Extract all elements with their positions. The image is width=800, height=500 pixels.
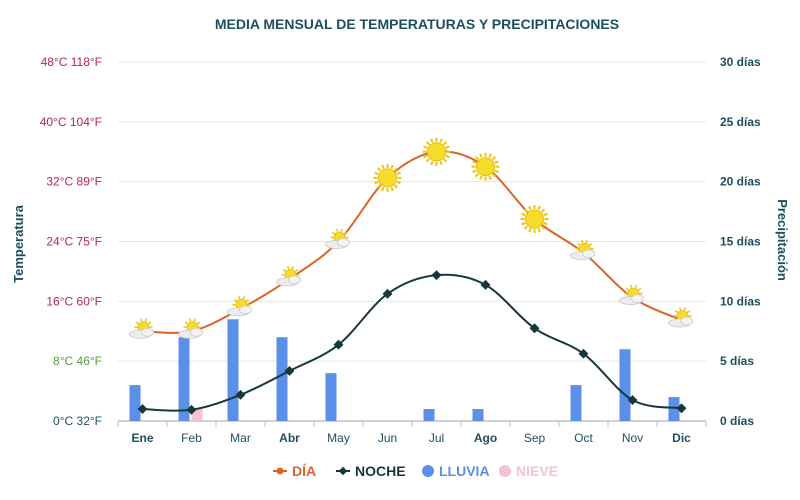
snow-bar [191,409,203,421]
right-axis-ticks: 0 días 5 días 10 días 15 días 20 días 25 días… [720,55,761,428]
x-tick-label: Sep [524,431,546,445]
sun-icon [422,137,451,166]
rain-bar [619,349,631,421]
legend-item: DÍA [273,463,316,479]
precipitation-bars [129,319,680,421]
legend-swatch [499,465,511,477]
right-tick-label: 10 días [720,294,761,308]
x-tick-label: Ago [474,431,497,445]
right-axis-title: Precipitación [775,199,790,281]
sun-icon [471,152,500,181]
rain-bar [668,397,680,421]
x-tick-label: Mar [230,431,251,445]
x-tick-label: Feb [181,431,202,445]
night-point [186,404,197,415]
partly-cloudy-icon [227,296,252,317]
night-point [235,389,246,400]
night-point [333,339,344,350]
rain-bar [423,409,435,421]
left-tick-label: 24°C 75°F [46,235,102,249]
x-tick-label: Abr [279,431,300,445]
sun-icon [373,163,402,192]
left-tick-label: 16°C 60°F [46,294,102,308]
rain-bar [325,373,337,421]
night-point [431,270,442,281]
rain-bar [129,385,141,421]
left-tick-label: 48°C 118°F [41,55,102,69]
rain-bar [472,409,484,421]
right-tick-label: 5 días [720,354,754,368]
x-tick-label: Nov [622,431,643,445]
x-tick-label: Oct [574,431,593,445]
partly-cloudy-icon [668,307,693,328]
night-point [676,403,687,414]
night-temperature-line [142,273,682,412]
legend: DÍA NOCHE LLUVIA NIEVE [273,463,558,479]
partly-cloudy-icon [570,239,595,261]
sun-icon [520,205,549,234]
left-axis-ticks: 0°C 32°F 8°C 46°F 16°C 60°F 24°C 75°F 32°C 8… [40,55,102,428]
temperature-lines [137,150,687,415]
x-tick-label: May [327,431,350,445]
legend-swatch [422,465,434,477]
legend-item: NIEVE [499,463,558,479]
legend-label: DÍA [292,463,316,479]
rain-bar [178,337,190,421]
night-point [284,365,295,376]
left-tick-label: 8°C 46°F [53,354,102,368]
partly-cloudy-icon [178,318,203,339]
chart-title: MEDIA MENSUAL DE TEMPERATURAS Y PRECIPIT… [215,16,619,32]
right-tick-label: 25 días [720,115,761,129]
day-temperature-line [142,150,682,334]
partly-cloudy-icon [276,266,301,287]
night-point [480,279,491,290]
rain-bar [570,385,582,421]
left-axis-title: Temperatura [11,204,26,283]
rain-bar [227,319,239,421]
legend-label: NIEVE [516,463,558,479]
legend-label: NOCHE [355,463,406,479]
right-tick-label: 30 días [720,55,761,69]
x-tick-label: Jul [429,431,444,445]
night-point [382,288,393,299]
legend-item: NOCHE [336,463,406,479]
legend-swatch [276,467,284,475]
right-tick-label: 15 días [720,235,761,249]
night-point [578,348,589,359]
night-point [529,323,540,334]
x-tick-label: Ene [131,431,153,445]
partly-cloudy-icon [619,284,644,305]
left-tick-label: 40°C 104°F [40,115,102,129]
legend-label: LLUVIA [439,463,490,479]
gridlines [118,61,706,422]
legend-swatch [338,466,348,476]
right-tick-label: 0 días [720,414,754,428]
weather-icons [129,137,693,339]
left-tick-label: 32°C 89°F [46,175,102,189]
right-tick-label: 20 días [720,175,761,189]
x-axis-ticks: Ene Feb Mar Abr May Jun Jul Ago Sep Oct Nov Dic [117,421,707,445]
rain-bar [276,337,288,421]
legend-item: LLUVIA [422,463,490,479]
night-point [627,395,638,406]
x-tick-label: Dic [672,431,691,445]
partly-cloudy-icon [325,228,350,249]
left-tick-label: 0°C 32°F [53,414,102,428]
partly-cloudy-icon [129,318,154,339]
x-tick-label: Jun [378,431,397,445]
night-point [137,404,148,414]
